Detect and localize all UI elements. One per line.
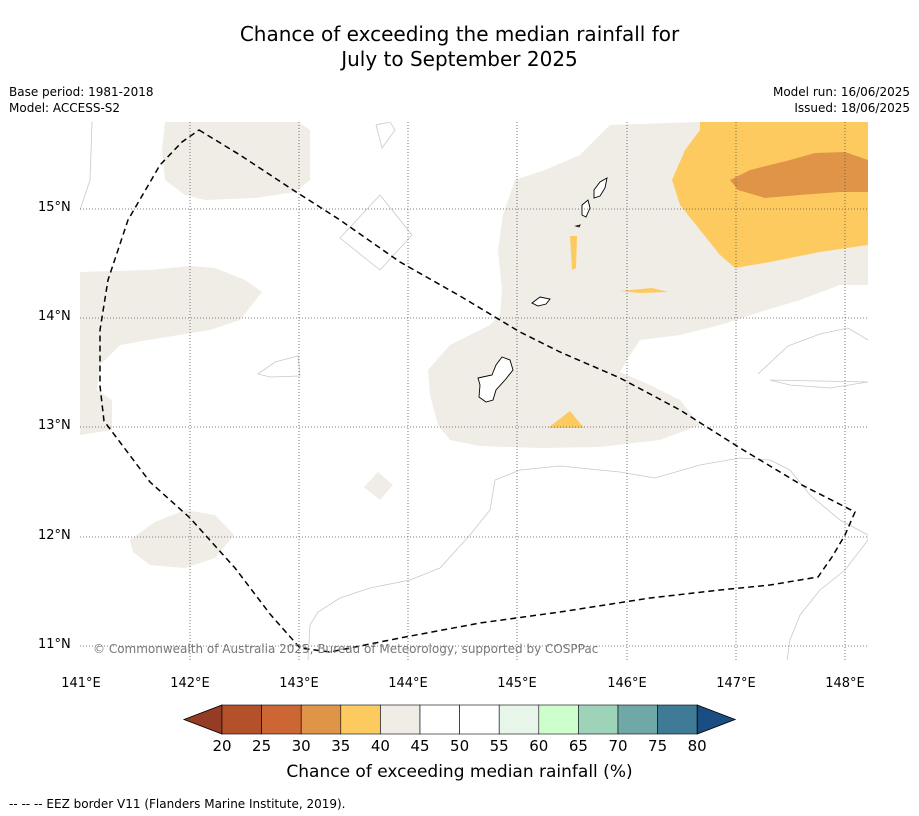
- colorbar-tick-label: 80: [687, 737, 707, 755]
- colorbar-over-arrow: [696, 704, 737, 735]
- copyright-text: © Commonwealth of Australia 2025, Bureau…: [93, 642, 599, 656]
- colorbar-tick-label: 25: [252, 737, 272, 755]
- colorbar: [182, 704, 737, 735]
- colorbar-segment: [419, 704, 460, 735]
- model-text: Model: ACCESS-S2: [9, 101, 121, 115]
- lon-label-147e: 147°E: [716, 676, 756, 691]
- lat-label-15n: 15°N: [38, 200, 71, 215]
- lon-label-142e: 142°E: [170, 676, 210, 691]
- colorbar-segment: [538, 704, 579, 735]
- colorbar-tick-label: 45: [410, 737, 430, 755]
- colorbar-tick-label: 60: [529, 737, 549, 755]
- colorbar-segment: [300, 704, 342, 735]
- lon-label-143e: 143°E: [279, 676, 319, 691]
- colorbar-tick-label: 35: [331, 737, 351, 755]
- probability-30-35-region: [730, 152, 868, 198]
- eez-footnote: -- -- -- EEZ border V11 (Flanders Marine…: [9, 797, 346, 811]
- colorbar-tick-label: 65: [568, 737, 588, 755]
- colorbar-segment: [498, 704, 540, 735]
- rota-island: [531, 296, 551, 307]
- map-title-line-2: July to September 2025: [341, 47, 578, 71]
- lat-label-11n: 11°N: [38, 637, 71, 652]
- colorbar-segment: [221, 704, 262, 735]
- colorbar-segment: [261, 704, 302, 735]
- colorbar-tick-label: 20: [212, 737, 232, 755]
- lat-label-13n: 13°N: [38, 418, 71, 433]
- colorbar-segment: [578, 704, 619, 735]
- colorbar-tick-label: 55: [489, 737, 509, 755]
- aguijan-island: [574, 224, 581, 228]
- eez-border: [99, 129, 856, 653]
- island-outlines: [477, 177, 608, 403]
- colorbar-title: Chance of exceeding median rainfall (%): [286, 762, 633, 782]
- colorbar-segment: [459, 704, 500, 735]
- lon-label-148e: 148°E: [825, 676, 865, 691]
- saipan-island: [593, 177, 608, 199]
- model-run-text: Model run: 16/06/2025: [772, 85, 910, 99]
- lon-label-144e: 144°E: [388, 676, 428, 691]
- colorbar-under-arrow: [182, 704, 223, 735]
- colorbar-segment: [657, 704, 698, 735]
- probability-40-45-regions: [80, 122, 868, 568]
- colorbar-tick-label: 40: [370, 737, 390, 755]
- base-period-text: Base period: 1981-2018: [9, 85, 154, 99]
- model-info: Base period: 1981-2018 Model: ACCESS-S2: [9, 84, 154, 116]
- guam-island: [477, 356, 514, 403]
- map-gridlines: [80, 122, 868, 660]
- map-title: Chance of exceeding the median rainfall …: [0, 22, 919, 72]
- issued-text: Issued: 18/06/2025: [794, 101, 910, 115]
- colorbar-tick-label: 30: [291, 737, 311, 755]
- lon-label-141e: 141°E: [61, 676, 101, 691]
- lon-label-145e: 145°E: [497, 676, 537, 691]
- run-info: Model run: 16/06/2025 Issued: 18/06/2025: [773, 84, 910, 116]
- colorbar-segment: [380, 704, 421, 735]
- lon-label-146e: 146°E: [607, 676, 647, 691]
- colorbar-segment: [340, 704, 381, 735]
- lat-label-12n: 12°N: [38, 528, 71, 543]
- lat-label-14n: 14°N: [38, 309, 71, 324]
- tinian-island: [581, 199, 591, 218]
- colorbar-tick-label: 70: [608, 737, 628, 755]
- colorbar-tick-label: 50: [450, 737, 470, 755]
- colorbar-segment: [617, 704, 658, 735]
- colorbar-tick-label: 75: [648, 737, 668, 755]
- map-title-line-1: Chance of exceeding the median rainfall …: [239, 22, 680, 46]
